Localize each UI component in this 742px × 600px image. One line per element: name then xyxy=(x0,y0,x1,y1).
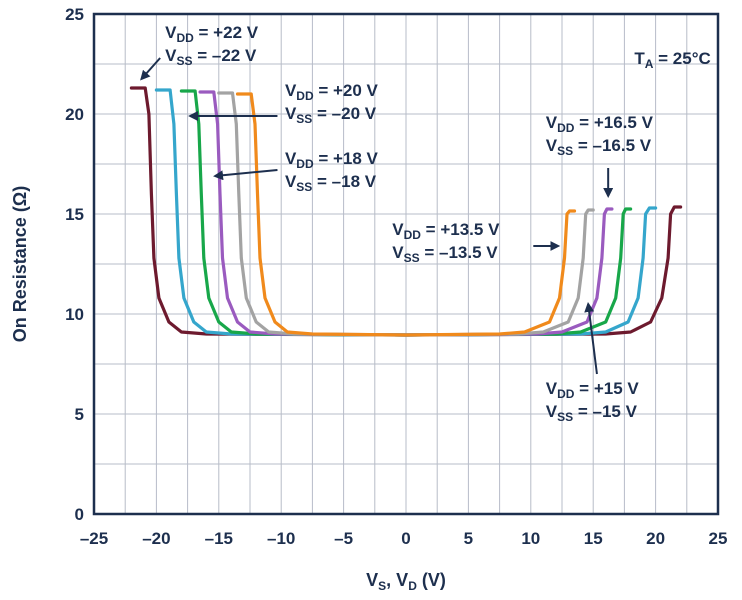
y-axis-title: On Resistance (Ω) xyxy=(10,186,30,342)
annotation-vss-label: VSS = –22 V xyxy=(165,46,257,68)
x-tick-label: 0 xyxy=(401,529,410,548)
x-tick-label: –5 xyxy=(334,529,353,548)
annotation-vss-label: VSS = –13.5 V xyxy=(392,243,498,265)
x-tick-label: 25 xyxy=(709,529,728,548)
annotation-vdd-label: VDD = +13.5 V xyxy=(392,220,500,242)
annotation-vss-label: VSS = –20 V xyxy=(285,104,377,126)
plot-frame xyxy=(92,12,720,516)
series-line-13-5v xyxy=(235,92,577,337)
annotation-vdd-label: VDD = +15 V xyxy=(546,379,640,401)
x-tick-label: 10 xyxy=(521,529,540,548)
x-tick-label: 15 xyxy=(584,529,603,548)
series-lines xyxy=(129,86,683,337)
x-tick-label: –20 xyxy=(142,529,170,548)
y-tick-label: 15 xyxy=(65,205,84,224)
annotation-vdd-label: VDD = +16.5 V xyxy=(546,113,654,135)
x-tick-label: –15 xyxy=(205,529,233,548)
annotation-arrow xyxy=(213,169,278,181)
annotation-vdd-label: VDD = +20 V xyxy=(285,81,379,103)
annotation-arrow xyxy=(140,57,161,81)
y-tick-label: 0 xyxy=(75,505,84,524)
x-tick-label: –25 xyxy=(80,529,108,548)
y-tick-label: 10 xyxy=(65,305,84,324)
y-tick-label: 5 xyxy=(75,405,84,424)
y-tick-label: 25 xyxy=(65,5,84,24)
annotation-vss-label: VSS = –16.5 V xyxy=(546,136,652,158)
annotation-arrow xyxy=(584,302,598,375)
temperature-label: TA = 25°C xyxy=(634,49,710,71)
tick-labels: –25 –20 –15 –10 –5 0 5 10 15 20 25 0 5 10 15 20 25 xyxy=(65,5,727,548)
x-tick-label: 5 xyxy=(464,529,473,548)
annotation-vdd-label: VDD = +22 V xyxy=(165,23,259,45)
x-tick-label: –10 xyxy=(267,529,295,548)
x-tick-label: 20 xyxy=(646,529,665,548)
annotation-vss-label: VSS = –18 V xyxy=(285,172,377,194)
y-tick-label: 20 xyxy=(65,105,84,124)
annotation-vss-label: VSS = –15 V xyxy=(546,402,638,424)
annotation-vdd-label: VDD = +18 V xyxy=(285,149,379,171)
x-axis-title: VS, VD (V) xyxy=(366,570,446,593)
